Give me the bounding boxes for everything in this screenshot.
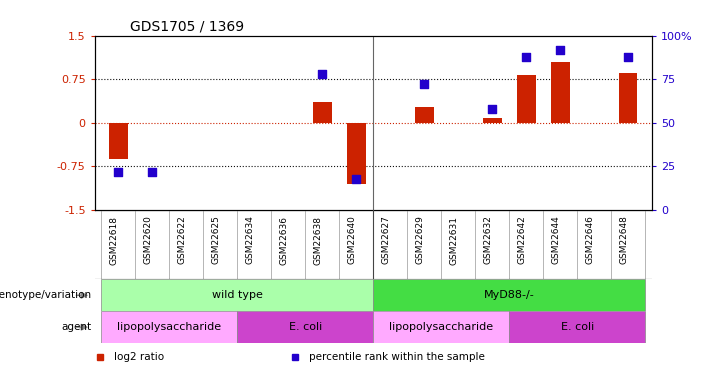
Text: GSM22642: GSM22642	[517, 216, 526, 264]
Bar	[551, 62, 569, 123]
Text: wild type: wild type	[212, 290, 263, 300]
Text: GSM22620: GSM22620	[144, 216, 152, 264]
Text: GSM22640: GSM22640	[347, 216, 356, 264]
Text: genotype/variation: genotype/variation	[0, 290, 91, 300]
Text: lipopolysaccharide: lipopolysaccharide	[389, 322, 494, 332]
Text: lipopolysaccharide: lipopolysaccharide	[117, 322, 222, 332]
Text: GDS1705 / 1369: GDS1705 / 1369	[130, 20, 244, 34]
Text: GSM22644: GSM22644	[551, 216, 560, 264]
Point	[521, 54, 532, 60]
Bar	[374, 279, 645, 311]
Bar	[102, 311, 238, 343]
Text: log2 ratio: log2 ratio	[114, 352, 164, 362]
Point	[113, 169, 124, 175]
Text: percentile rank within the sample: percentile rank within the sample	[309, 352, 485, 362]
Point	[622, 54, 634, 60]
Bar	[619, 74, 637, 123]
Text: agent: agent	[61, 322, 91, 332]
Bar	[483, 118, 501, 123]
Text: GSM22631: GSM22631	[449, 216, 458, 264]
Text: GSM22632: GSM22632	[483, 216, 492, 264]
Text: GSM22636: GSM22636	[279, 216, 288, 264]
Bar	[102, 279, 374, 311]
Text: GSM22618: GSM22618	[109, 216, 118, 264]
Text: GSM22622: GSM22622	[177, 216, 186, 264]
Bar	[313, 102, 332, 123]
Text: GSM22638: GSM22638	[313, 216, 322, 264]
Text: MyD88-/-: MyD88-/-	[484, 290, 535, 300]
Bar	[517, 75, 536, 123]
Bar	[509, 311, 645, 343]
Point	[554, 46, 566, 53]
Bar	[347, 123, 366, 184]
Text: E. coli: E. coli	[561, 322, 594, 332]
Text: GSM22627: GSM22627	[381, 216, 390, 264]
Bar	[374, 311, 509, 343]
Text: GSM22648: GSM22648	[619, 216, 628, 264]
Point	[350, 176, 362, 181]
Bar	[415, 107, 434, 123]
Text: GSM22634: GSM22634	[245, 216, 254, 264]
Text: GSM22625: GSM22625	[212, 216, 220, 264]
Text: E. coli: E. coli	[289, 322, 322, 332]
Point	[147, 169, 158, 175]
Bar	[238, 311, 374, 343]
Bar	[109, 123, 128, 159]
Point	[486, 106, 498, 112]
Point	[317, 71, 328, 77]
Text: GSM22646: GSM22646	[585, 216, 594, 264]
Point	[418, 81, 430, 87]
Text: GSM22629: GSM22629	[415, 216, 424, 264]
